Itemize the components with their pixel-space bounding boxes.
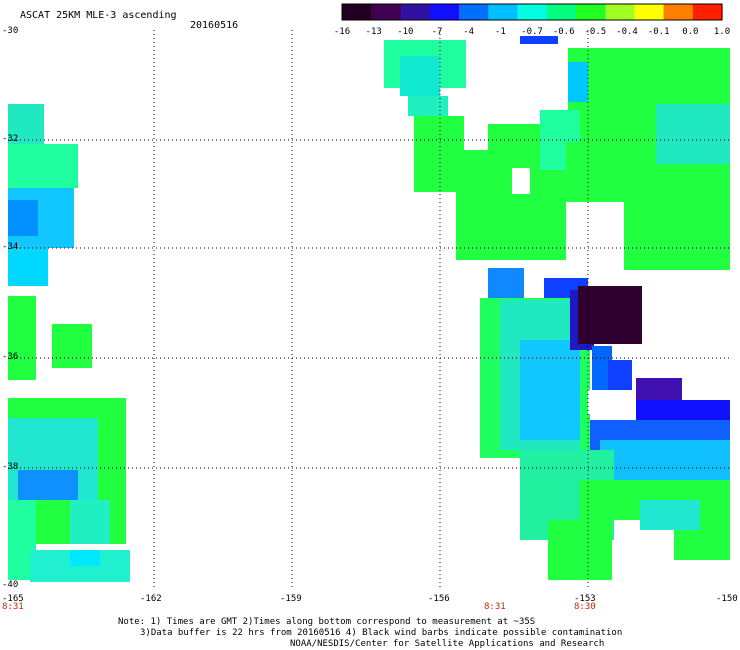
colorbar-marker — [520, 36, 558, 44]
y-label-30: -30 — [2, 26, 19, 36]
y-label-40: -40 — [2, 580, 19, 590]
colorbar-tick-label: -0.1 — [647, 27, 670, 37]
colorbar-swatch — [429, 4, 460, 20]
y-label-36: -36 — [2, 352, 19, 362]
colorbar-swatch — [546, 4, 577, 20]
x-label-156: -156 — [428, 594, 450, 604]
time-label-left: 8:31 — [2, 602, 24, 612]
y-label-38: -38 — [2, 462, 19, 472]
colorbar — [341, 3, 723, 21]
map-date: 20160516 — [190, 20, 239, 31]
time-label-right: 8:30 — [574, 602, 596, 612]
right-swath — [384, 40, 730, 580]
colorbar-tick-label: -10 — [397, 27, 414, 37]
colorbar-tick-label: -1 — [494, 27, 506, 37]
colorbar-tick-label: -7 — [431, 27, 443, 37]
time-label-mid: 8:31 — [484, 602, 506, 612]
x-label-165: -165 — [2, 594, 24, 604]
colorbar-frame — [341, 3, 723, 21]
x-label-150: -150 — [716, 594, 738, 604]
colorbar-swatch — [605, 4, 635, 20]
colorbar-swatch — [458, 4, 489, 20]
y-label-34: -34 — [2, 242, 19, 252]
note-line-1: Note: 1) Times are GMT 2)Times along bot… — [118, 617, 536, 627]
colorbar-swatch — [663, 4, 694, 20]
colorbar-swatch — [342, 4, 372, 20]
x-label-159: -159 — [280, 594, 302, 604]
colorbar-tick-label: -13 — [365, 27, 382, 37]
colorbar-swatch — [517, 4, 548, 20]
colorbar-tick-label: -0.5 — [584, 27, 607, 37]
colorbar-swatch — [692, 4, 723, 20]
colorbar-tick-label: -16 — [333, 27, 351, 37]
note-line-3: NOAA/NESDIS/Center for Satellite Applica… — [290, 639, 605, 649]
colorbar-tick-label: -4 — [463, 27, 475, 37]
map-title: ASCAT 25KM MLE-3 ascending — [20, 10, 177, 21]
y-label-32: -32 — [2, 134, 19, 144]
x-label-162: -162 — [140, 594, 162, 604]
colorbar-tick-label: -0.6 — [552, 27, 575, 37]
colorbar-tick-label: 0.0 — [682, 27, 699, 37]
colorbar-swatch — [371, 4, 401, 20]
x-label-153: -153 — [574, 594, 596, 604]
colorbar-tick-label: -0.7 — [521, 27, 543, 37]
colorbar-swatch — [400, 4, 431, 20]
map-grid — [8, 30, 730, 588]
left-swath — [8, 104, 130, 582]
colorbar-swatch — [575, 4, 606, 20]
note-line-2: 3)Data buffer is 22 hrs from 20160516 4)… — [140, 628, 623, 638]
colorbar-tick-label: -0.4 — [616, 27, 638, 37]
colorbar-swatch — [488, 4, 518, 20]
colorbar-swatch — [634, 4, 665, 20]
colorbar-tick-label: 1.0 — [713, 27, 731, 37]
